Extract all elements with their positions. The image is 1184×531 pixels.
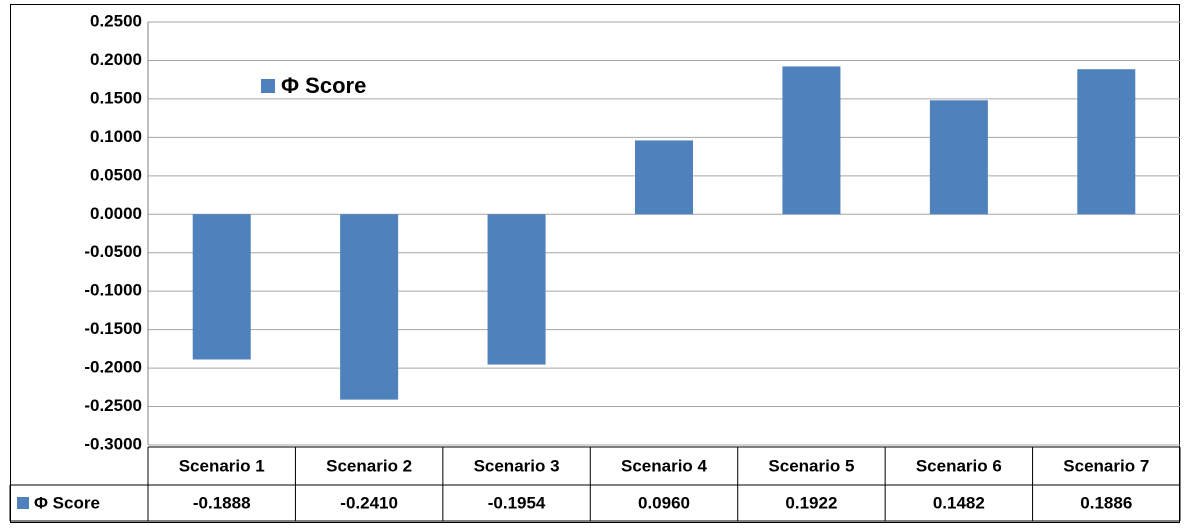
table-value: 0.1886: [1080, 493, 1132, 512]
x-tick-label: Scenario 7: [1063, 456, 1149, 475]
x-tick-label: Scenario 1: [179, 456, 265, 475]
bar: [635, 140, 693, 215]
x-tick-label: Scenario 6: [916, 456, 1002, 475]
x-tick-label: Scenario 3: [474, 456, 560, 475]
table-value: 0.0960: [638, 493, 690, 512]
table-value: -0.1888: [193, 493, 251, 512]
y-tick-label: -0.3000: [84, 434, 142, 453]
bar: [487, 214, 546, 365]
y-tick-label: 0.1500: [90, 88, 142, 107]
legend-label: Φ Score: [281, 73, 366, 98]
chart-border: [10, 4, 1180, 523]
bar: [929, 100, 988, 215]
bar: [1077, 69, 1136, 215]
table-value: -0.2410: [340, 493, 398, 512]
table-value: 0.1922: [785, 493, 837, 512]
y-tick-label: 0.2000: [90, 50, 142, 69]
bar: [782, 66, 841, 215]
bar: [340, 214, 399, 400]
x-tick-label: Scenario 4: [621, 456, 708, 475]
y-tick-label: 0.0500: [90, 165, 142, 184]
x-tick-label: Scenario 5: [768, 456, 854, 475]
table-value: 0.1482: [933, 493, 985, 512]
y-tick-label: -0.1000: [84, 281, 142, 300]
y-tick-label: -0.2000: [84, 358, 142, 377]
y-tick-label: 0.1000: [90, 127, 142, 146]
table-row-header: Φ Score: [34, 493, 100, 512]
y-tick-label: -0.2500: [84, 396, 142, 415]
y-tick-label: -0.1500: [84, 319, 142, 338]
legend-swatch: [261, 79, 275, 93]
y-tick-label: 0.2500: [90, 11, 142, 30]
x-tick-label: Scenario 2: [326, 456, 412, 475]
table-value: -0.1954: [488, 493, 546, 512]
table-legend-swatch: [17, 497, 29, 509]
y-tick-label: -0.0500: [84, 242, 142, 261]
y-tick-label: 0.0000: [90, 204, 142, 223]
bar: [192, 214, 251, 360]
